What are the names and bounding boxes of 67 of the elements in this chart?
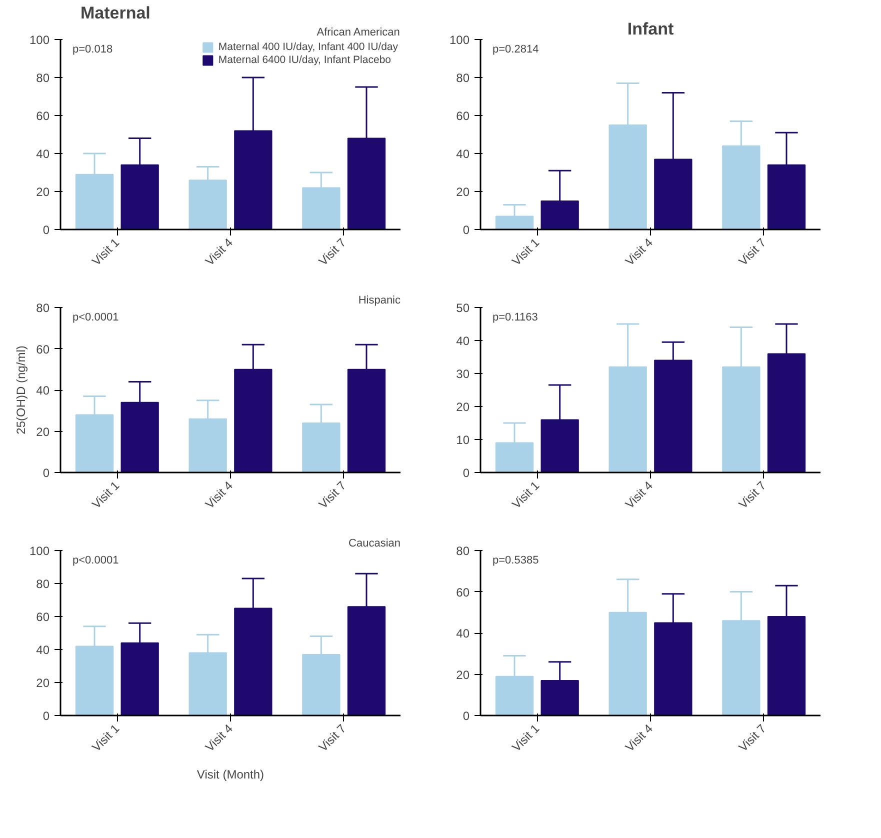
y-tick-label: 80 [36,71,50,85]
chart-subtitle: African American [316,26,400,38]
y-tick-label: 60 [36,610,50,624]
y-tick-label: 80 [456,544,470,558]
y-tick-label: 20 [36,424,50,439]
y-tick-label: 100 [449,33,470,47]
chart-title: Maternal [80,4,150,22]
y-tick-label: 60 [456,109,470,123]
x-tick-label: Visit 7 [316,478,350,512]
x-tick-label: Visit 4 [622,721,656,754]
x-tick-label: Visit 1 [509,721,542,754]
y-tick-label: 60 [36,342,50,356]
y-tick-label: 60 [456,585,470,600]
y-tick-label: 0 [42,223,50,237]
chart-subtitle: Caucasian [348,538,401,550]
y-tick-label: 0 [462,223,470,237]
y-tick-label: 60 [36,109,50,123]
chart-title: Infant [627,20,674,38]
annotation: p=0.2814 [492,44,539,56]
x-tick-label: Visit 1 [509,235,542,268]
x-tick-label: Visit 7 [316,235,350,268]
y-tick-label: 0 [462,466,470,480]
x-tick-label: Visit 7 [316,721,350,754]
annotation: p=0.5385 [492,554,539,566]
x-tick-label: Visit 1 [509,478,542,512]
y-tick-label: 0 [462,709,470,723]
y-axis-title: 25(OH)D (ng/ml) [14,346,28,434]
x-tick-label: Visit 1 [89,235,122,268]
y-tick-label: 20 [36,185,50,199]
y-tick-label: 0 [42,709,50,723]
chart-subtitle: Hispanic [358,294,401,306]
x-tick-label: Visit 1 [89,478,122,512]
annotation: p=0.018 [72,44,113,56]
y-tick-label: 40 [456,626,470,640]
x-axis-title: Visit (Month) [196,767,264,782]
legend-label: Maternal 400 IU/day, Infant 400 IU/day [218,41,398,53]
annotation: p<0.0001 [72,312,119,324]
y-tick-label: 80 [36,301,50,315]
y-tick-label: 10 [456,433,470,447]
y-tick-label: 40 [456,147,470,161]
y-tick-label: 40 [456,334,470,348]
y-tick-label: 20 [36,676,50,690]
y-tick-label: 0 [42,466,50,480]
x-tick-label: Visit 4 [202,235,236,268]
y-tick-label: 40 [36,643,50,657]
x-tick-label: Visit 7 [736,721,770,754]
x-tick-label: Visit 7 [736,235,770,268]
legend-label: Maternal 6400 IU/day, Infant Placebo [218,54,392,66]
y-tick-label: 80 [36,577,50,591]
annotation: p=0.1163 [492,312,538,324]
y-tick-label: 100 [29,33,50,47]
x-tick-label: Visit 7 [736,478,770,512]
x-tick-label: Visit 4 [622,478,656,512]
y-tick-label: 40 [36,147,50,161]
x-tick-label: Visit 4 [202,721,236,754]
y-tick-label: 50 [456,301,470,315]
x-tick-label: Visit 1 [89,721,122,754]
y-tick-label: 40 [36,384,50,398]
y-tick-label: 80 [456,71,470,85]
x-tick-label: Visit 4 [622,235,656,268]
y-tick-label: 20 [456,668,470,682]
y-tick-label: 20 [456,185,470,199]
annotation: p<0.0001 [72,554,119,566]
y-tick-label: 100 [29,544,50,558]
x-tick-label: Visit 4 [202,478,236,512]
y-tick-label: 20 [456,400,470,414]
y-tick-label: 30 [456,367,470,381]
